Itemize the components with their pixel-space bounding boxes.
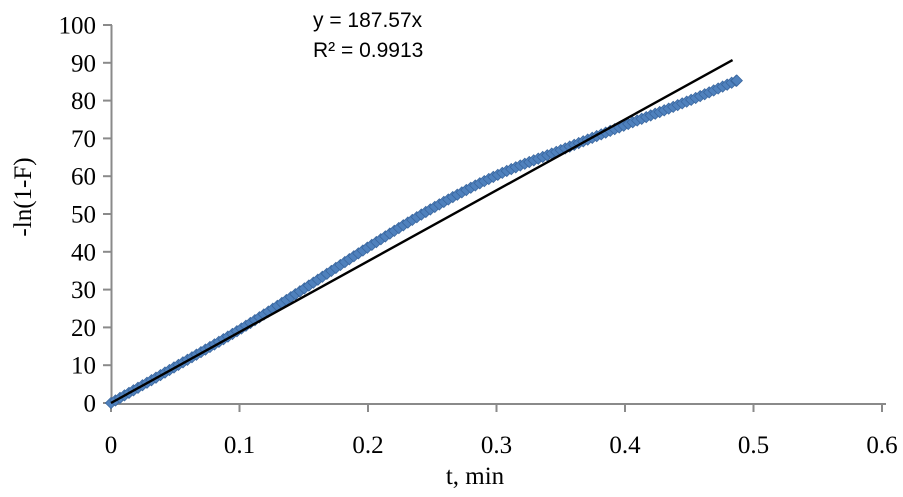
trendline-r-squared-text: R² = 0.9913 <box>313 39 423 62</box>
x-tick-label: 0.1 <box>224 432 255 459</box>
x-tick-label: 0.4 <box>609 432 641 459</box>
x-tick-label: 0 <box>105 432 118 459</box>
y-tick-label: 50 <box>71 202 96 229</box>
x-tick-label: 0.6 <box>866 432 897 459</box>
tick-labels: 0 0.1 0.2 0.3 0.4 0.5 0.6 0 10 20 30 40 50 60 70 80 90 10… <box>59 13 898 460</box>
x-tick-label: 0.5 <box>738 432 769 459</box>
y-tick-label: 80 <box>71 88 96 115</box>
x-tick-label: 0.3 <box>481 432 512 459</box>
trendline-equation-text: y = 187.57x <box>313 9 423 32</box>
y-axis-title: -ln(1-F) <box>10 157 37 236</box>
data-point-marker <box>730 74 743 87</box>
data-series-markers <box>104 74 743 410</box>
y-tick-label: 100 <box>59 13 97 40</box>
y-tick-label: 40 <box>71 239 96 266</box>
x-axis-title: t, min <box>446 463 505 490</box>
trendline <box>110 58 734 405</box>
y-tick-label: 90 <box>71 50 96 77</box>
y-tick-label: 0 <box>84 391 97 418</box>
axes <box>103 24 886 412</box>
y-tick-label: 70 <box>71 126 96 153</box>
y-tick-label: 20 <box>71 315 96 342</box>
y-tick-label: 60 <box>71 164 96 191</box>
y-tick-label: 10 <box>71 353 96 380</box>
x-tick-label: 0.2 <box>352 432 383 459</box>
linear-trendline <box>110 58 734 405</box>
y-tick-label: 30 <box>71 277 96 304</box>
